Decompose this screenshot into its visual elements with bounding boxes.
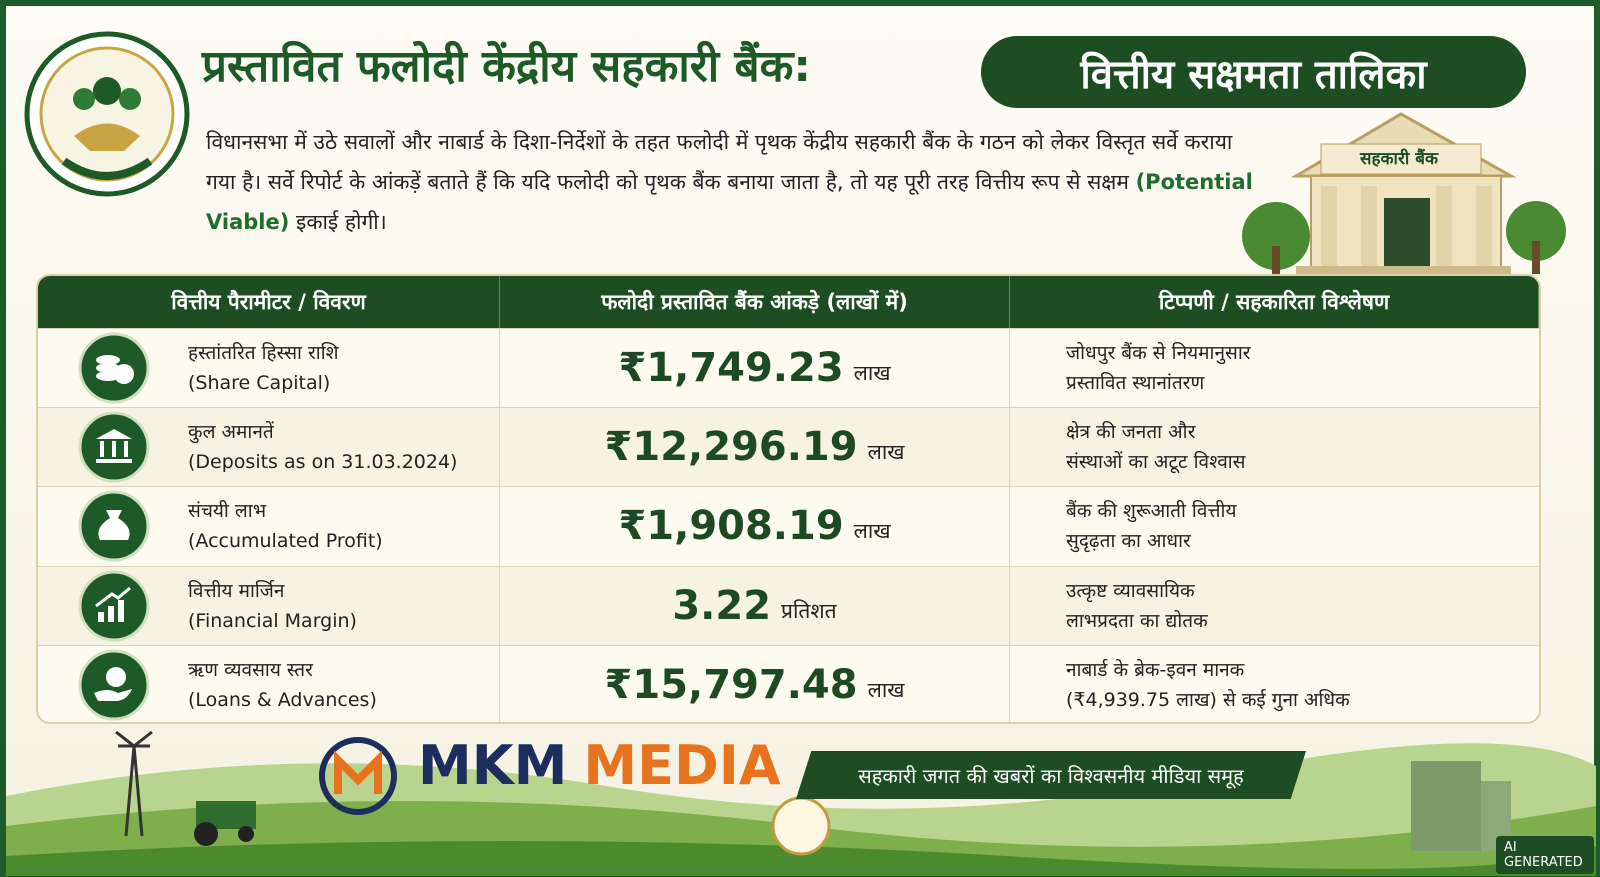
value-cell: ₹1,908.19 लाख — [500, 487, 1010, 566]
unit: लाख — [853, 361, 891, 386]
value: 3.22 — [672, 582, 772, 629]
parameter-cell: वित्तीय मार्जिन (Financial Margin) — [38, 566, 500, 645]
table-row: हस्तांतरित हिस्सा राशि (Share Capital) ₹1,… — [38, 328, 1539, 408]
table-row: संचयी लाभ (Accumulated Profit) ₹1,908.19 ला… — [38, 486, 1539, 566]
tagline: सहकारी जगत की खबरों का विश्वसनीय मीडिया … — [796, 751, 1306, 799]
note-line: संस्थाओं का अटूट विश्वास — [1066, 451, 1246, 474]
logo — [24, 31, 190, 197]
label-english: (Loans & Advances) — [188, 688, 377, 711]
brand-mkm: MKM — [418, 734, 568, 797]
note-line: उत्कृष्ट व्यावसायिक — [1066, 579, 1195, 602]
label-hindi: वित्तीय मार्जिन — [188, 579, 285, 602]
label-english: (Financial Margin) — [188, 609, 357, 632]
note: उत्कृष्ट व्यावसायिक लाभप्रदता का द्योतक — [1066, 576, 1208, 636]
note-cell: उत्कृष्ट व्यावसायिक लाभप्रदता का द्योतक — [1010, 567, 1539, 645]
value-cell: ₹12,296.19 लाख — [500, 408, 1010, 487]
note: बैंक की शुरूआती वित्तीय सुदृढ़ता का आधार — [1066, 496, 1236, 556]
value-cell: ₹15,797.48 लाख — [500, 645, 1010, 722]
row-icon — [78, 411, 150, 483]
note-cell: बैंक की शुरूआती वित्तीय सुदृढ़ता का आधार — [1010, 487, 1539, 565]
label-hindi: संचयी लाभ — [188, 500, 267, 523]
table-row: ऋण व्यवसाय स्तर (Loans & Advances) ₹15,797… — [38, 644, 1539, 722]
label-hindi: ऋण व्यवसाय स्तर — [188, 658, 313, 681]
unit: प्रतिशत — [781, 598, 837, 623]
note-line: बैंक की शुरूआती वित्तीय — [1066, 500, 1237, 523]
table: वित्तीय पैरामीटर / विवरण फलोदी प्रस्तावित… — [36, 274, 1541, 724]
note-cell: जोधपुर बैंक से नियमानुसार प्रस्तावित स्था… — [1010, 329, 1539, 407]
unit: लाख — [867, 440, 905, 465]
row-icon — [78, 649, 150, 721]
unit: लाख — [867, 677, 905, 702]
note-line: नाबार्ड के ब्रेक-इवन मानक — [1066, 658, 1245, 681]
value-cell: 3.22 प्रतिशत — [500, 566, 1010, 645]
value: ₹1,908.19 — [618, 503, 844, 550]
label-english: (Deposits as on 31.03.2024) — [188, 451, 458, 474]
bank-building — [1242, 112, 1566, 274]
row-icon — [78, 570, 150, 642]
parameter-label: कुल अमानतें (Deposits as on 31.03.2024) — [188, 417, 457, 477]
brand-logo — [319, 737, 397, 815]
parameter-label: हस्तांतरित हिस्सा राशि (Share Capital) — [188, 338, 339, 398]
watermark: AI GENERATED — [1496, 836, 1594, 874]
column-header: टिप्पणी / सहकारिता विश्लेषण — [1010, 276, 1539, 328]
parameter-label: ऋण व्यवसाय स्तर (Loans & Advances) — [188, 655, 377, 715]
brand-media: MEDIA — [583, 734, 781, 797]
parameter-label: संचयी लाभ (Accumulated Profit) — [188, 496, 383, 556]
parameter-label: वित्तीय मार्जिन (Financial Margin) — [188, 576, 357, 636]
table-row: कुल अमानतें (Deposits as on 31.03.2024) ₹1… — [38, 407, 1539, 487]
note: नाबार्ड के ब्रेक-इवन मानक (₹4,939.75 लाख)… — [1066, 655, 1350, 715]
row-icon — [78, 490, 150, 562]
table-header: वित्तीय पैरामीटर / विवरण फलोदी प्रस्तावित… — [38, 276, 1539, 328]
note-cell: क्षेत्र की जनता और संस्थाओं का अटूट विश्व… — [1010, 408, 1539, 486]
column-header: वित्तीय पैरामीटर / विवरण — [38, 276, 500, 328]
note: जोधपुर बैंक से नियमानुसार प्रस्तावित स्था… — [1066, 338, 1251, 398]
value-cell: ₹1,749.23 लाख — [500, 329, 1010, 408]
parameter-cell: कुल अमानतें (Deposits as on 31.03.2024) — [38, 408, 500, 487]
intro-text: विधानसभा में उठे सवालों और नाबार्ड के दि… — [206, 130, 1233, 194]
unit: लाख — [853, 519, 891, 544]
column-header: फलोदी प्रस्तावित बैंक आंकड़े (लाखों में) — [500, 276, 1010, 328]
value: ₹12,296.19 — [604, 424, 858, 471]
note-line: जोधपुर बैंक से नियमानुसार — [1066, 342, 1251, 365]
label-english: (Accumulated Profit) — [188, 530, 383, 553]
note-line: क्षेत्र की जनता और — [1066, 421, 1196, 444]
note-line: (₹4,939.75 लाख) से कई गुना अधिक — [1066, 688, 1350, 711]
intro-text: इकाई होगी। — [289, 210, 387, 234]
note-line: लाभप्रदता का द्योतक — [1066, 609, 1208, 632]
label-english: (Share Capital) — [188, 372, 331, 395]
table-row: वित्तीय मार्जिन (Financial Margin) 3.22 प्र… — [38, 565, 1539, 645]
value: ₹15,797.48 — [604, 661, 858, 708]
note-line: प्रस्तावित स्थानांतरण — [1066, 372, 1205, 395]
parameter-cell: ऋण व्यवसाय स्तर (Loans & Advances) — [38, 645, 500, 722]
parameter-cell: हस्तांतरित हिस्सा राशि (Share Capital) — [38, 329, 500, 408]
row-icon — [78, 332, 150, 404]
label-hindi: हस्तांतरित हिस्सा राशि — [188, 342, 339, 365]
note-line: सुदृढ़ता का आधार — [1066, 530, 1191, 553]
title: प्रस्तावित फलोदी केंद्रीय सहकारी बैंक: — [202, 41, 812, 92]
note-cell: नाबार्ड के ब्रेक-इवन मानक (₹4,939.75 लाख)… — [1010, 646, 1539, 722]
table-body: हस्तांतरित हिस्सा राशि (Share Capital) ₹1,… — [38, 328, 1539, 722]
note: क्षेत्र की जनता और संस्थाओं का अटूट विश्व… — [1066, 417, 1246, 477]
parameter-cell: संचयी लाभ (Accumulated Profit) — [38, 487, 500, 566]
brand: MKM MEDIA — [418, 734, 781, 797]
building-sign: सहकारी बैंक — [1359, 149, 1438, 169]
value: ₹1,749.23 — [618, 345, 844, 392]
landscape — [6, 730, 1596, 876]
intro: विधानसभा में उठे सवालों और नाबार्ड के दि… — [206, 122, 1266, 242]
intro-highlight: (Potential Viable) — [206, 170, 1253, 234]
title-badge: वित्तीय सक्षमता तालिका — [981, 36, 1526, 108]
label-hindi: कुल अमानतें — [188, 421, 274, 444]
